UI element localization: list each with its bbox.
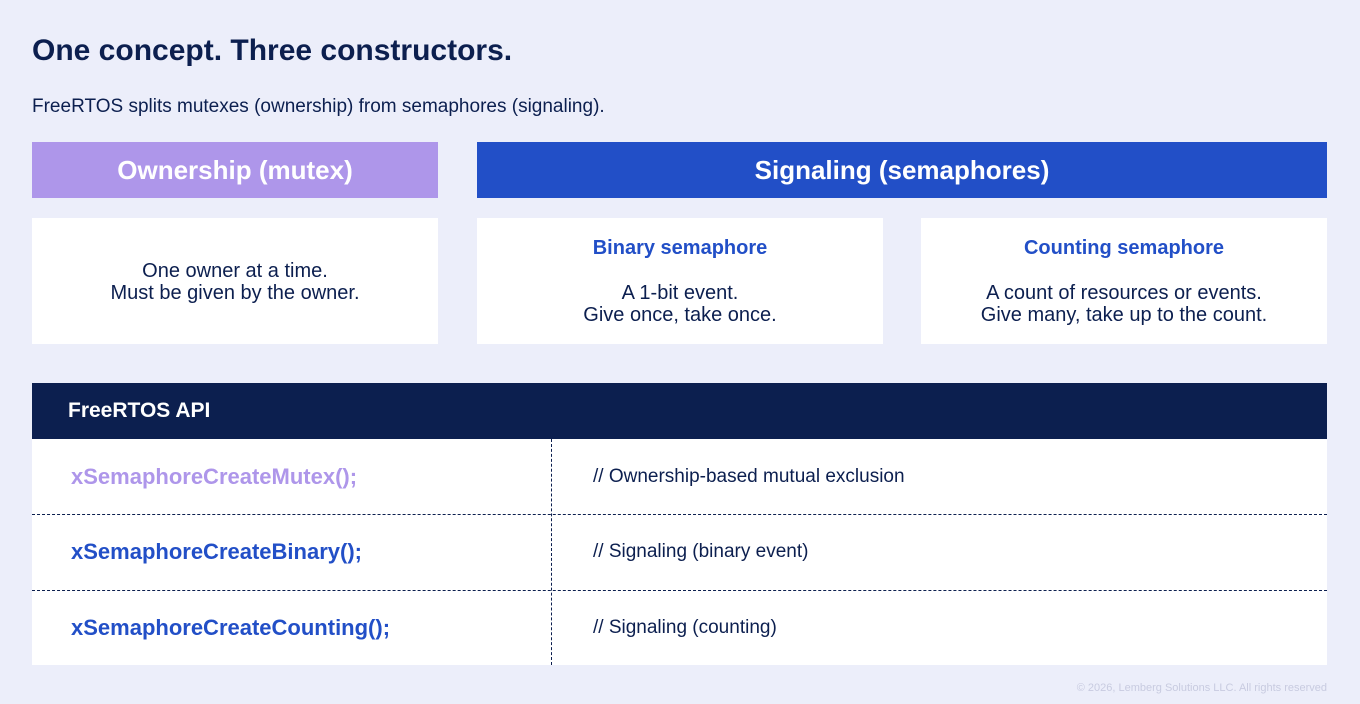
- api-row-mutex: xSemaphoreCreateMutex(); // Ownership-ba…: [32, 439, 1327, 514]
- api-function-name: xSemaphoreCreateBinary();: [71, 539, 362, 565]
- counting-card-line: A count of resources or events.: [986, 282, 1262, 304]
- mutex-card: One owner at a time. Must be given by th…: [32, 218, 438, 344]
- api-function-name: xSemaphoreCreateCounting();: [71, 614, 391, 640]
- signaling-group-header: Signaling (semaphores): [477, 142, 1327, 198]
- mutex-card-line: One owner at a time.: [142, 260, 328, 282]
- binary-semaphore-description: A 1-bit event. Give once, take once.: [477, 282, 883, 326]
- ownership-group-header: Ownership (mutex): [32, 142, 438, 198]
- page-subtitle: FreeRTOS splits mutexes (ownership) from…: [32, 96, 605, 117]
- api-comment: // Signaling (binary event): [593, 541, 809, 563]
- api-row-counting: xSemaphoreCreateCounting(); // Signaling…: [32, 589, 1327, 665]
- counting-semaphore-title: Counting semaphore: [1023, 237, 1224, 259]
- counting-semaphore-card: Counting semaphore A count of resources …: [921, 218, 1327, 344]
- binary-card-line: A 1-bit event.: [621, 282, 739, 304]
- api-row-binary: xSemaphoreCreateBinary(); // Signaling (…: [32, 514, 1327, 589]
- mutex-card-line: Must be given by the owner.: [110, 282, 360, 304]
- api-column-divider: [551, 439, 552, 665]
- copyright-footer: © 2026, Lemberg Solutions LLC. All right…: [1076, 682, 1327, 694]
- binary-semaphore-title: Binary semaphore: [592, 237, 768, 259]
- counting-semaphore-description: A count of resources or events. Give man…: [921, 282, 1327, 326]
- api-table: FreeRTOS API xSemaphoreCreateMutex(); //…: [32, 383, 1327, 665]
- api-function-name: xSemaphoreCreateMutex();: [71, 463, 358, 489]
- page-title: One concept. Three constructors.: [32, 34, 513, 67]
- api-comment: // Ownership-based mutual exclusion: [593, 465, 905, 487]
- mutex-card-description: One owner at a time. Must be given by th…: [32, 260, 438, 304]
- api-comment: // Signaling (counting): [593, 616, 777, 638]
- api-table-header: FreeRTOS API: [32, 383, 1327, 439]
- binary-card-line: Give once, take once.: [583, 304, 777, 326]
- counting-card-line: Give many, take up to the count.: [980, 304, 1268, 326]
- binary-semaphore-card: Binary semaphore A 1-bit event. Give onc…: [477, 218, 883, 344]
